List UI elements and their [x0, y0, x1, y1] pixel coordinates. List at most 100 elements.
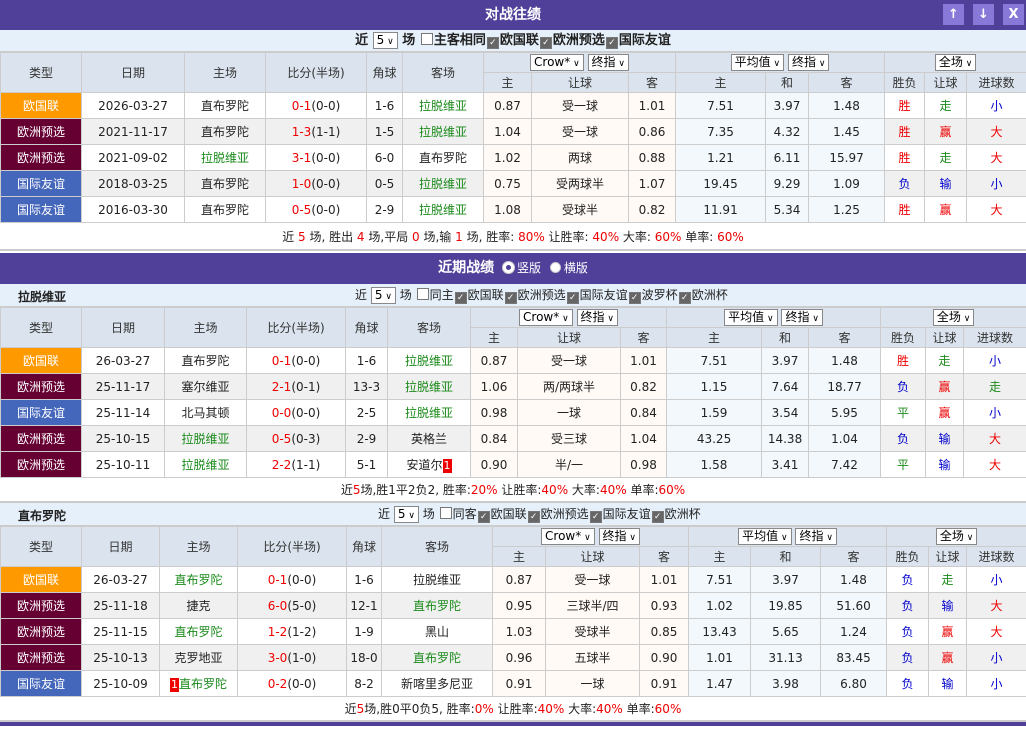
away-team-name[interactable]: 拉脱维亚: [418, 203, 467, 217]
same-venue-checkbox[interactable]: [439, 507, 452, 519]
company-select[interactable]: Crow*: [530, 54, 584, 71]
match-score: 3-1(0-0): [265, 144, 367, 171]
home-team-name[interactable]: 直布罗陀: [174, 625, 223, 639]
summary-segment: 60%: [654, 230, 682, 244]
league-checkbox[interactable]: ✓: [527, 511, 540, 523]
close-button[interactable]: X: [1003, 4, 1024, 25]
away-team: 拉脱维亚: [402, 170, 484, 197]
home-team-name[interactable]: 直布罗陀: [178, 677, 227, 691]
company-select[interactable]: Crow*: [519, 309, 573, 326]
home-team: 直布罗陀: [184, 118, 266, 145]
avg-home-odds: 7.35: [675, 118, 767, 145]
league-checkbox[interactable]: ✓: [628, 292, 641, 304]
average-select[interactable]: 平均值: [738, 528, 792, 545]
handicap-result: 赢: [925, 399, 965, 426]
handicap-final-select[interactable]: 终指: [576, 309, 618, 326]
handicap-away-odds: 1.01: [627, 92, 677, 119]
match-count-select[interactable]: 5: [372, 32, 398, 49]
full-score: 0-1: [291, 98, 312, 113]
home-team-name[interactable]: 直布罗陀: [200, 125, 249, 139]
away-team-name[interactable]: 拉脱维亚: [404, 406, 453, 420]
horizontal-radio[interactable]: [549, 262, 561, 273]
league-checkbox[interactable]: ✓: [651, 511, 664, 523]
away-team-name[interactable]: 直布罗陀: [418, 151, 467, 165]
league-label: 国际友谊: [579, 288, 628, 302]
corner-score: 1-5: [366, 118, 403, 145]
euro-final-select[interactable]: 终指: [781, 309, 823, 326]
away-team-name[interactable]: 英格兰: [410, 432, 447, 446]
euro-final-select[interactable]: 终指: [787, 54, 830, 71]
period-select[interactable]: 全场: [935, 528, 978, 545]
away-team-name[interactable]: 安道尔: [406, 458, 443, 472]
home-team-name[interactable]: 直布罗陀: [181, 354, 230, 368]
away-team-name[interactable]: 直布罗陀: [412, 651, 461, 665]
away-team-name[interactable]: 新喀里多尼亚: [400, 677, 473, 691]
away-team-name[interactable]: 拉脱维亚: [404, 354, 453, 368]
goals-result: 小: [963, 399, 1026, 426]
away-team-name[interactable]: 直布罗陀: [412, 599, 461, 613]
average-select[interactable]: 平均值: [730, 54, 785, 71]
home-team-name[interactable]: 拉脱维亚: [200, 151, 249, 165]
away-team-name[interactable]: 拉脱维亚: [418, 99, 467, 113]
home-team-name[interactable]: 拉脱维亚: [181, 432, 230, 446]
period-select[interactable]: 全场: [932, 309, 975, 326]
home-team-name[interactable]: 塞尔维亚: [181, 380, 230, 394]
euro-final-select[interactable]: 终指: [795, 528, 837, 545]
match-type: 欧国联: [0, 566, 82, 593]
period-select[interactable]: 全场: [934, 54, 977, 71]
league-checkbox[interactable]: ✓: [477, 511, 490, 523]
handicap-final-select[interactable]: 终指: [598, 528, 640, 545]
match-score: 1-0(0-0): [265, 170, 367, 197]
result: 负: [886, 592, 930, 619]
same-venue-checkbox[interactable]: [416, 288, 429, 300]
away-team-name[interactable]: 黑山: [424, 625, 449, 639]
result: 平: [880, 451, 927, 478]
avg-draw-odds: 5.65: [750, 618, 822, 645]
full-score: 0-1: [271, 353, 292, 368]
league-checkbox[interactable]: ✓: [566, 292, 579, 304]
col-res: 胜负: [880, 327, 927, 348]
table-row: 欧洲预选 25-10-13 克罗地亚 3-0(1-0) 18-0 直布罗陀 0.…: [0, 644, 1026, 671]
away-team-name[interactable]: 拉脱维亚: [418, 177, 467, 191]
home-team: 直布罗陀: [184, 196, 266, 223]
full-score: 2-1: [271, 379, 292, 394]
vertical-radio[interactable]: [502, 262, 514, 273]
handicap-away-odds: 0.88: [627, 144, 677, 171]
league-checkbox[interactable]: ✓: [605, 37, 618, 49]
league-checkbox[interactable]: ✓: [539, 37, 552, 49]
table-row: 欧洲预选 2021-11-17 直布罗陀 1-3(1-1) 1-5 拉脱维亚 1…: [0, 118, 1026, 145]
away-team-name[interactable]: 拉脱维亚: [412, 573, 461, 587]
arrow-up-button[interactable]: ↑: [943, 4, 964, 25]
arrow-down-button[interactable]: ↓: [973, 4, 994, 25]
home-team-name[interactable]: 直布罗陀: [200, 99, 249, 113]
league-checkbox[interactable]: ✓: [486, 37, 499, 49]
same-venue-checkbox[interactable]: [420, 33, 433, 45]
league-checkbox[interactable]: ✓: [504, 292, 517, 304]
handicap-away-odds: 0.85: [638, 618, 690, 645]
summary-segment: 让胜率:: [493, 702, 538, 716]
away-team-name[interactable]: 拉脱维亚: [404, 380, 453, 394]
company-select[interactable]: Crow*: [541, 528, 595, 545]
league-checkbox[interactable]: ✓: [454, 292, 467, 304]
away-team-name[interactable]: 拉脱维亚: [418, 125, 467, 139]
col-hres: 让球: [928, 546, 968, 567]
home-team-name[interactable]: 直布罗陀: [174, 573, 223, 587]
home-team-name[interactable]: 克罗地亚: [174, 651, 223, 665]
home-team-name[interactable]: 捷克: [186, 599, 211, 613]
match-count-select[interactable]: 5: [370, 287, 396, 304]
handicap-final-select[interactable]: 终指: [587, 54, 629, 71]
home-team-name[interactable]: 北马其顿: [181, 406, 230, 420]
home-team-name[interactable]: 拉脱维亚: [181, 458, 230, 472]
period-selects: 全场: [884, 52, 1026, 73]
league-checkbox[interactable]: ✓: [589, 511, 602, 523]
away-team: 黑山: [381, 618, 493, 645]
col-hres: 让球: [924, 72, 968, 93]
home-team-name[interactable]: 直布罗陀: [200, 177, 249, 191]
match-count-select[interactable]: 5: [393, 506, 419, 523]
average-select[interactable]: 平均值: [724, 309, 778, 326]
home-team-name[interactable]: 直布罗陀: [200, 203, 249, 217]
handicap-line: 受一球: [531, 92, 629, 119]
goals-result: 小: [966, 644, 1026, 671]
league-checkbox[interactable]: ✓: [678, 292, 691, 304]
col-res: 胜负: [884, 72, 926, 93]
